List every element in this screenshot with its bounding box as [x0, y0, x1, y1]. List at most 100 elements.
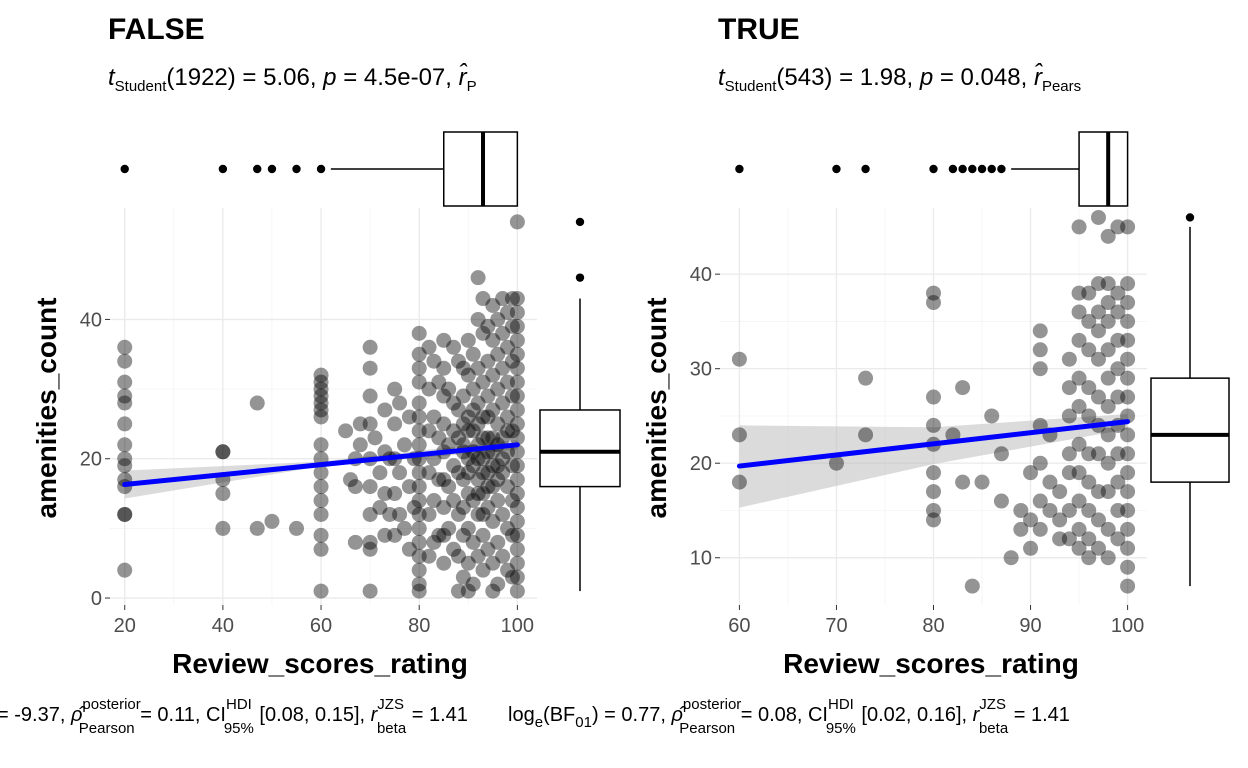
data-point — [1081, 313, 1097, 329]
data-point — [490, 576, 506, 592]
data-point — [436, 388, 452, 404]
data-point — [1090, 512, 1106, 528]
data-point — [455, 527, 471, 543]
data-point — [401, 479, 417, 495]
data-point — [509, 332, 525, 348]
data-point — [485, 402, 501, 418]
data-point — [436, 332, 452, 348]
data-point — [446, 339, 462, 355]
data-point — [1100, 276, 1116, 292]
data-point — [411, 548, 427, 564]
data-point — [465, 402, 481, 418]
data-point — [504, 569, 520, 585]
data-point — [475, 409, 491, 425]
data-point — [926, 389, 941, 405]
data-point — [465, 576, 481, 592]
data-point — [470, 360, 486, 376]
data-point — [426, 353, 442, 369]
data-point — [313, 409, 329, 425]
data-point — [475, 486, 491, 502]
data-point — [117, 353, 133, 369]
y-axis-title: amenities_count — [641, 298, 672, 519]
data-point — [926, 465, 941, 481]
data-point — [475, 325, 491, 341]
data-point — [215, 444, 231, 460]
data-point — [1100, 427, 1116, 443]
data-point — [1023, 512, 1039, 528]
data-point — [1100, 295, 1116, 311]
data-point — [1120, 540, 1136, 556]
outlier-point — [987, 164, 996, 174]
data-point — [338, 423, 354, 439]
data-point — [1120, 295, 1136, 311]
data-point — [1071, 304, 1087, 320]
data-point — [475, 291, 491, 307]
data-point — [426, 409, 442, 425]
data-point — [396, 437, 412, 453]
data-point — [460, 451, 476, 467]
data-point — [485, 367, 501, 383]
data-point — [485, 332, 501, 348]
data-point — [117, 506, 133, 522]
data-point — [411, 465, 427, 481]
data-point — [347, 479, 363, 495]
data-point — [1120, 219, 1136, 235]
data-point — [421, 506, 437, 522]
data-point — [441, 437, 457, 453]
data-point — [509, 513, 525, 529]
data-point — [495, 291, 511, 307]
data-point — [1052, 512, 1068, 528]
data-point — [500, 423, 516, 439]
data-point — [1032, 323, 1048, 339]
data-point — [1071, 465, 1087, 481]
data-point — [460, 555, 476, 571]
data-point — [984, 408, 1000, 424]
data-point — [411, 576, 427, 592]
data-point — [509, 444, 525, 460]
data-point — [1100, 484, 1116, 500]
outlier-point — [1185, 213, 1195, 222]
data-point — [460, 409, 476, 425]
data-point — [1090, 540, 1106, 556]
data-point — [411, 583, 427, 599]
data-point — [1110, 502, 1126, 518]
data-point — [1081, 446, 1097, 462]
data-point — [382, 506, 398, 522]
data-point — [455, 360, 471, 376]
data-point — [1071, 540, 1087, 556]
data-point — [1081, 380, 1097, 396]
outlier-point — [575, 273, 585, 282]
data-point — [441, 520, 457, 536]
data-point — [1110, 389, 1126, 405]
data-point — [426, 493, 442, 509]
data-point — [1090, 209, 1106, 225]
data-point — [465, 346, 481, 362]
data-point — [1023, 540, 1039, 556]
data-point — [450, 548, 466, 564]
data-point — [495, 506, 511, 522]
data-point — [1003, 550, 1019, 566]
data-point — [392, 465, 408, 481]
data-point — [446, 493, 462, 509]
panel-subtitle: tStudent(1922) = 5.06, p = 4.5e-07, r̂P — [108, 63, 477, 95]
data-point — [431, 430, 447, 446]
data-point — [926, 512, 941, 528]
data-point — [485, 458, 501, 474]
data-point — [117, 388, 133, 404]
data-point — [470, 311, 486, 327]
y-marginal-box — [1150, 377, 1230, 483]
data-point — [485, 583, 501, 599]
data-point — [509, 583, 525, 599]
data-point — [411, 360, 427, 376]
data-point — [1013, 521, 1029, 537]
data-point — [436, 527, 452, 543]
data-point — [509, 541, 525, 557]
data-point — [1090, 351, 1106, 367]
y-tick-label: 0 — [91, 588, 102, 610]
data-point — [1032, 455, 1048, 471]
outlier-point — [832, 164, 841, 174]
x-tick-label: 70 — [825, 615, 847, 637]
data-point — [509, 486, 525, 502]
data-point — [352, 437, 368, 453]
data-point — [509, 416, 525, 432]
